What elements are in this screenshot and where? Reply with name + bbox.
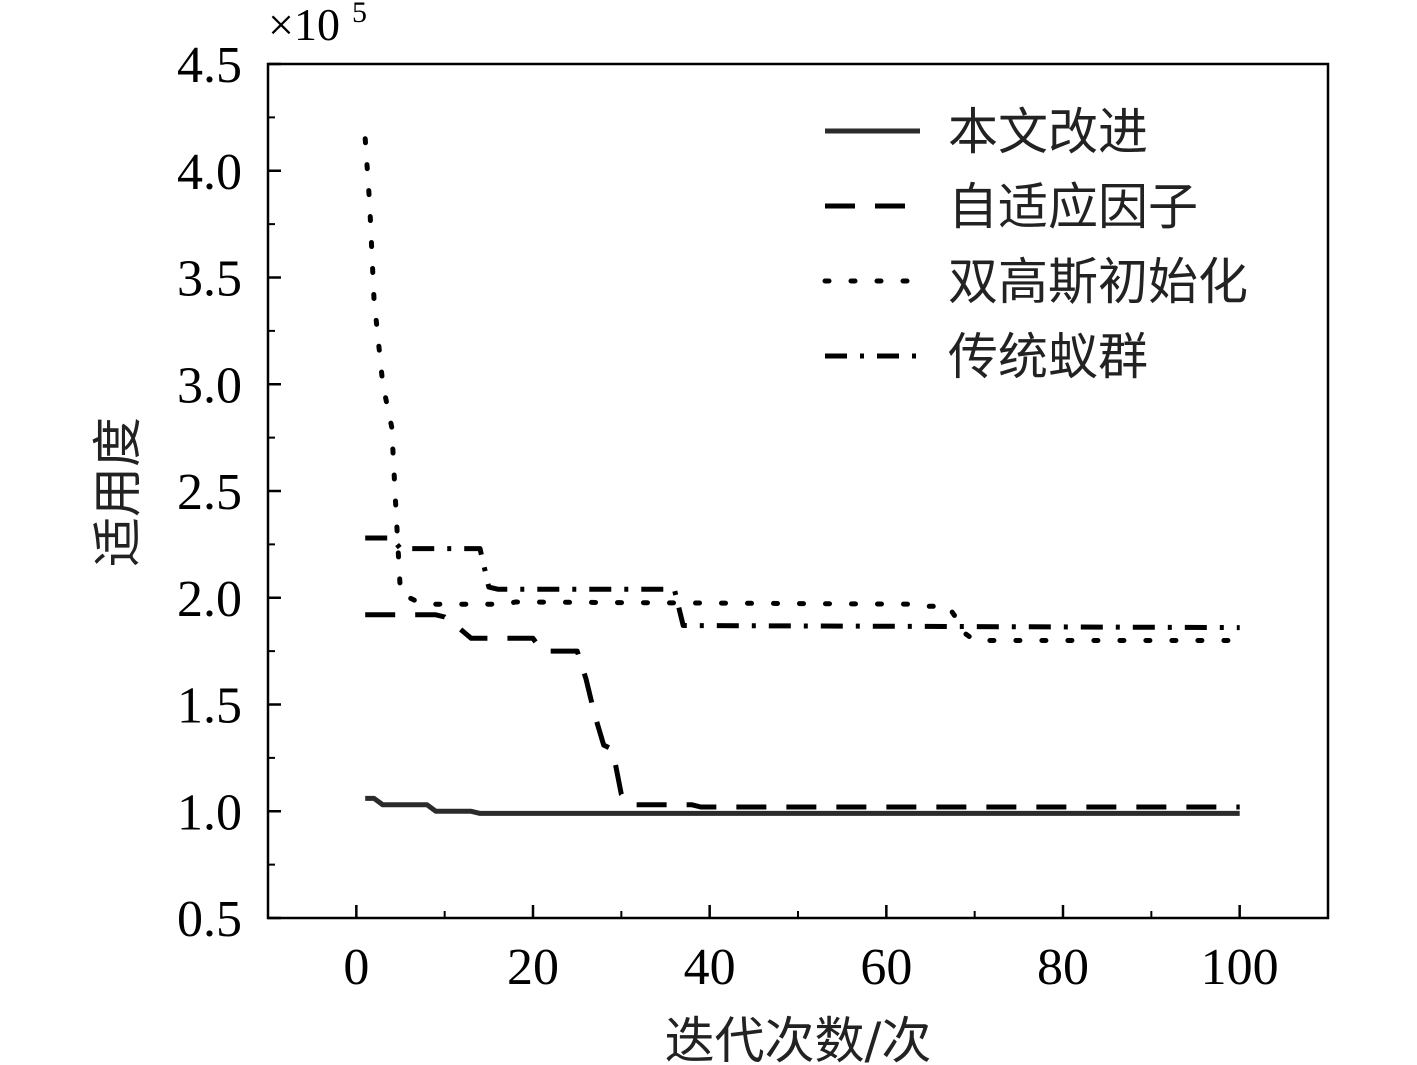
x-tick-label: 60	[860, 939, 912, 996]
x-tick-label: 40	[684, 939, 736, 996]
y-multiplier-base: ×10	[268, 0, 340, 50]
y-tick-label: 0.5	[177, 891, 242, 948]
legend-label-2: 自适应因子	[948, 178, 1198, 236]
legend-label-1: 本文改进	[948, 103, 1148, 161]
series-line-3	[362, 136, 1243, 643]
y-tick-label: 4.5	[177, 37, 242, 94]
series-line-1	[365, 795, 1240, 816]
y-axis-title: 适用度	[89, 417, 147, 567]
y-tick-label: 3.5	[177, 251, 242, 308]
y-tick-label: 3.0	[177, 357, 242, 414]
x-tick-label: 20	[507, 939, 559, 996]
y-tick-label: 2.0	[177, 571, 242, 628]
series-line-4	[365, 535, 1240, 631]
plot-area: 0 20 40 60 80 100 0.5 1.0 1.5 2.0 2.5 3.0 3.5 4.0 4.5	[177, 37, 1330, 996]
x-tick-label: 0	[343, 939, 369, 996]
y-tick-label: 2.5	[177, 464, 242, 521]
y-tick-label: 4.0	[177, 144, 242, 201]
legend-label-4: 传统蚁群	[948, 328, 1148, 386]
y-multiplier-exponent: 5	[352, 0, 367, 29]
y-multiplier: ×10 5	[268, 0, 367, 50]
y-tick-label: 1.0	[177, 784, 242, 841]
y-tick-label: 1.5	[177, 678, 242, 735]
x-axis-title: 迭代次数/次	[665, 1012, 932, 1065]
x-tick-label: 80	[1037, 939, 1089, 996]
x-tick-label: 100	[1201, 939, 1279, 996]
legend-label-3: 双高斯初始化	[948, 253, 1248, 311]
series-line-2	[365, 612, 1240, 810]
